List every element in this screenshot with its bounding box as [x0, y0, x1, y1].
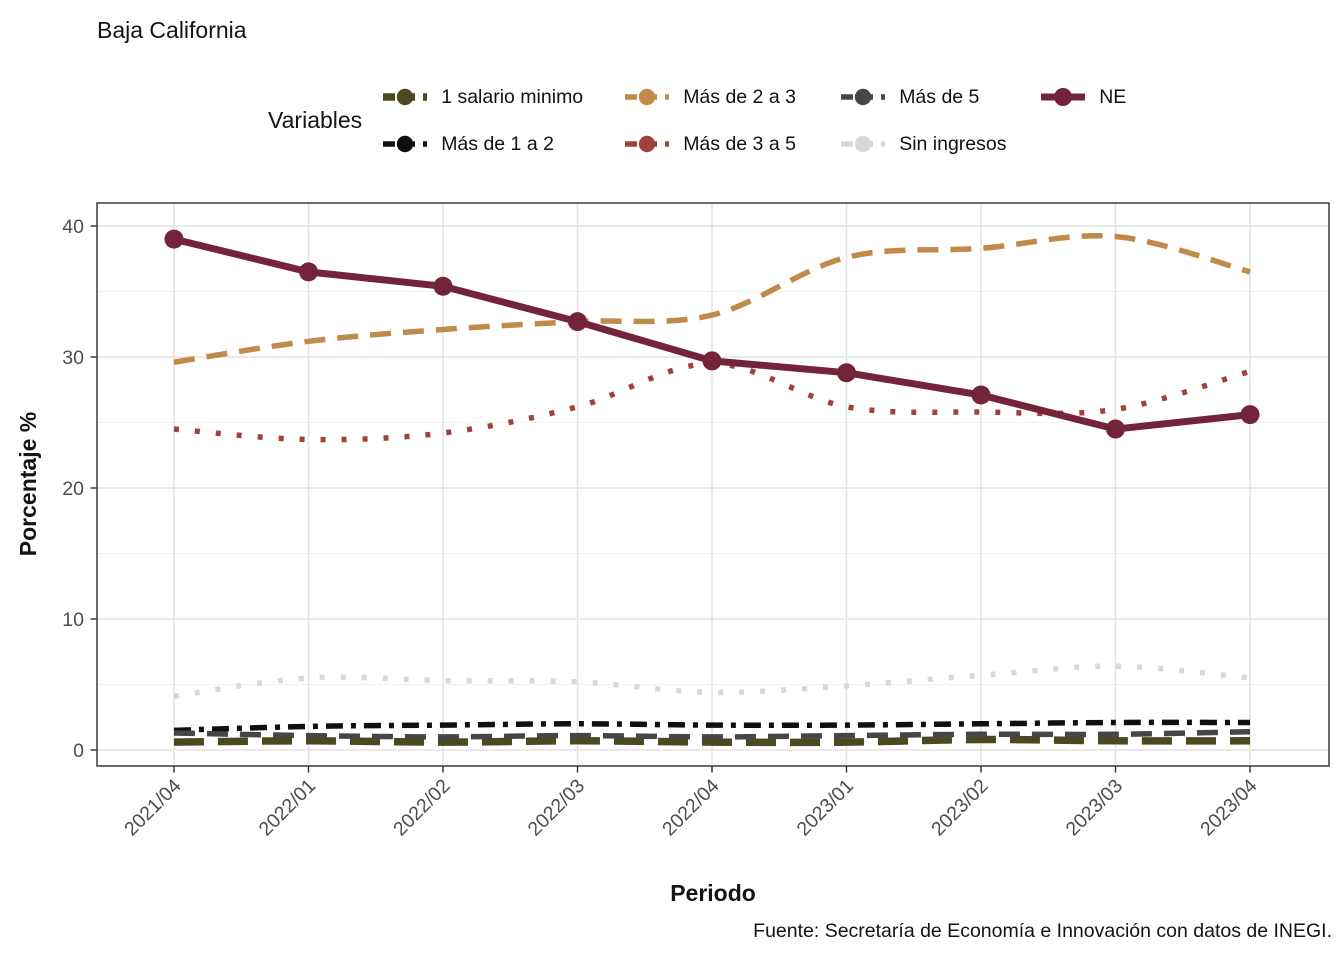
plot-title: Baja California — [97, 17, 247, 43]
legend-item-ne: NE — [1040, 86, 1126, 109]
x-tick-label: 2023/02 — [927, 775, 992, 840]
y-tick-label: 20 — [62, 478, 84, 500]
legend-key-icon-mas-de-2-a-3 — [625, 88, 670, 106]
legend-key-point — [396, 135, 414, 153]
legend-item-mas-de-5: Más de 5 — [840, 86, 1040, 109]
legend-key-icon-mas-de-5 — [841, 88, 886, 106]
legend-key-icon-mas-de-1-a-2 — [383, 135, 428, 153]
x-tick-label: 2022/02 — [389, 775, 454, 840]
y-axis-title: Porcentaje % — [15, 412, 41, 556]
x-tick-label: 2022/04 — [658, 775, 724, 841]
point-ne — [299, 262, 318, 282]
point-ne — [164, 229, 184, 249]
legend-key-point — [638, 135, 656, 153]
source-caption: Fuente: Secretaría de Economía e Innovac… — [753, 920, 1332, 942]
panel-border — [96, 202, 1330, 767]
legend-item-mas-de-1-a-2: Más de 1 a 2 — [382, 133, 624, 156]
legend-key-point — [1054, 88, 1073, 106]
legend-key-point — [396, 88, 414, 106]
series-line-1-salario-minimo — [173, 735, 1251, 747]
legend-grid: 1 salario minimo Más de 1 a 2 Más de 2 a 3… — [382, 84, 1126, 157]
x-tick-label: 2023/01 — [793, 775, 858, 840]
legend-title: Variables — [268, 107, 363, 133]
legend-item-mas-de-2-a-3: Más de 2 a 3 — [624, 86, 840, 109]
x-tick-label: 2023/03 — [1062, 775, 1127, 840]
legend-key-icon-sin-ingresos — [841, 135, 886, 153]
legend-item-label: NE — [1099, 85, 1127, 108]
legend-item-label: Más de 1 a 2 — [441, 132, 554, 155]
y-tick-label: 0 — [73, 740, 84, 762]
legend-key-point — [854, 88, 872, 106]
point-ne — [568, 312, 587, 332]
point-ne — [1106, 419, 1125, 439]
point-ne — [971, 385, 991, 405]
series-line-mas-de-2-a-3 — [173, 233, 1251, 365]
point-ne — [837, 363, 856, 383]
x-tick-label: 2023/04 — [1196, 775, 1262, 841]
legend-key-icon-1-salario-minimo — [383, 88, 428, 106]
point-ne — [702, 351, 722, 371]
legend-item-label: Sin ingresos — [899, 132, 1007, 155]
series-line-mas-de-5 — [173, 728, 1251, 740]
legend-item-mas-de-3-a-5: Más de 3 a 5 — [624, 133, 840, 156]
legend-item-label: Más de 5 — [899, 85, 980, 108]
y-tick-label: 10 — [62, 609, 84, 631]
legend-item-label: 1 salario minimo — [441, 85, 584, 108]
x-axis-title: Periodo — [670, 880, 756, 906]
y-tick-label: 40 — [62, 216, 84, 238]
series-line-mas-de-1-a-2 — [173, 719, 1251, 734]
legend-item-sin-ingresos: Sin ingresos — [840, 133, 1040, 156]
x-tick-label: 2022/03 — [524, 775, 589, 840]
x-tick-label: 2022/01 — [255, 775, 320, 840]
legend-item-label: Más de 2 a 3 — [683, 85, 796, 108]
legend-key-icon-mas-de-3-a-5 — [625, 135, 670, 153]
point-ne — [1240, 405, 1260, 425]
x-tick-label: 2021/04 — [120, 775, 186, 841]
legend: Variables 1 salario minimo Más de 1 a 2 Má… — [268, 84, 1126, 157]
legend-item-label: Más de 3 a 5 — [683, 132, 796, 155]
point-ne — [433, 276, 453, 296]
y-tick-label: 30 — [62, 347, 84, 369]
legend-key-point — [638, 88, 656, 106]
legend-item-1-salario-minimo: 1 salario minimo — [382, 86, 624, 109]
legend-key-icon-ne — [1041, 88, 1086, 106]
series-line-sin-ingresos — [173, 663, 1251, 700]
legend-key-point — [854, 135, 872, 153]
